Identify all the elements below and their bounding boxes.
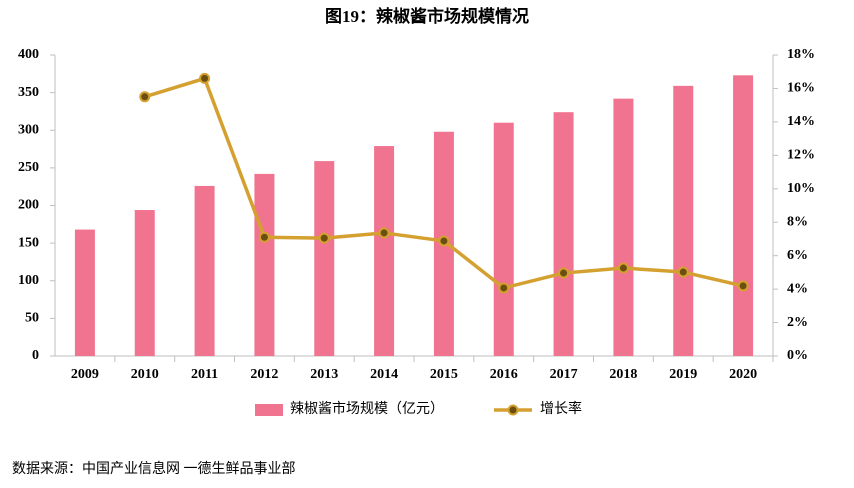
x-tick-label: 2011 (191, 367, 218, 382)
y-tick-label: 350 (18, 85, 39, 100)
y2-tick-label: 10% (787, 181, 815, 196)
y2-tick-label: 0% (787, 348, 808, 363)
bar (733, 75, 754, 356)
x-tick-label: 2014 (370, 367, 398, 382)
source-note: 数据来源：中国产业信息网 一德生鲜品事业部 (12, 460, 296, 477)
x-tick-label: 2017 (550, 367, 578, 382)
legend-label: 增长率 (540, 400, 582, 417)
y2-tick-label: 4% (787, 281, 808, 296)
line-marker (737, 280, 749, 292)
bar (314, 161, 335, 356)
y-tick-label: 0 (32, 348, 39, 363)
bar (673, 85, 694, 356)
legend-label: 辣椒酱市场规模（亿元） (290, 400, 444, 417)
x-tick-label: 2020 (729, 367, 757, 382)
y2-tick-label: 16% (787, 81, 815, 96)
line-marker (438, 235, 450, 247)
line-marker (558, 267, 570, 279)
y-tick-label: 250 (18, 160, 39, 175)
line-marker (498, 282, 510, 294)
x-tick-label: 2015 (430, 367, 458, 382)
line-marker (677, 266, 689, 278)
bar (553, 112, 574, 356)
chart-title: 图19：辣椒酱市场规模情况 (325, 6, 529, 26)
y2-tick-label: 14% (787, 114, 815, 129)
line-marker (378, 227, 390, 239)
bar (374, 146, 395, 356)
line-marker (318, 232, 330, 244)
y2-tick-label: 8% (787, 214, 808, 229)
y2-tick-label: 6% (787, 248, 808, 263)
legend-swatch (255, 404, 283, 416)
y-tick-label: 150 (18, 235, 39, 250)
bar (74, 229, 95, 356)
line-marker (199, 72, 211, 84)
x-tick-label: 2019 (669, 367, 697, 382)
x-tick-label: 2013 (310, 367, 338, 382)
y2-tick-label: 12% (787, 148, 815, 163)
x-tick-label: 2018 (609, 367, 637, 382)
y-tick-label: 200 (18, 198, 39, 213)
legend-swatch (507, 404, 519, 416)
bar (254, 173, 275, 356)
x-tick-label: 2012 (250, 367, 278, 382)
y-tick-label: 300 (18, 122, 39, 137)
x-tick-label: 2016 (490, 367, 518, 382)
line-marker (258, 231, 270, 243)
x-tick-label: 2010 (131, 367, 159, 382)
y2-tick-label: 18% (787, 47, 815, 62)
bar (493, 122, 514, 356)
y-tick-label: 400 (18, 47, 39, 62)
y-tick-label: 50 (25, 311, 39, 326)
line-marker (139, 91, 151, 103)
x-tick-label: 2009 (71, 367, 99, 382)
bar (613, 98, 634, 357)
y2-tick-label: 2% (787, 315, 808, 330)
bar (194, 185, 215, 356)
y-tick-label: 100 (18, 273, 39, 288)
bar (134, 210, 155, 356)
line-marker (617, 262, 629, 274)
